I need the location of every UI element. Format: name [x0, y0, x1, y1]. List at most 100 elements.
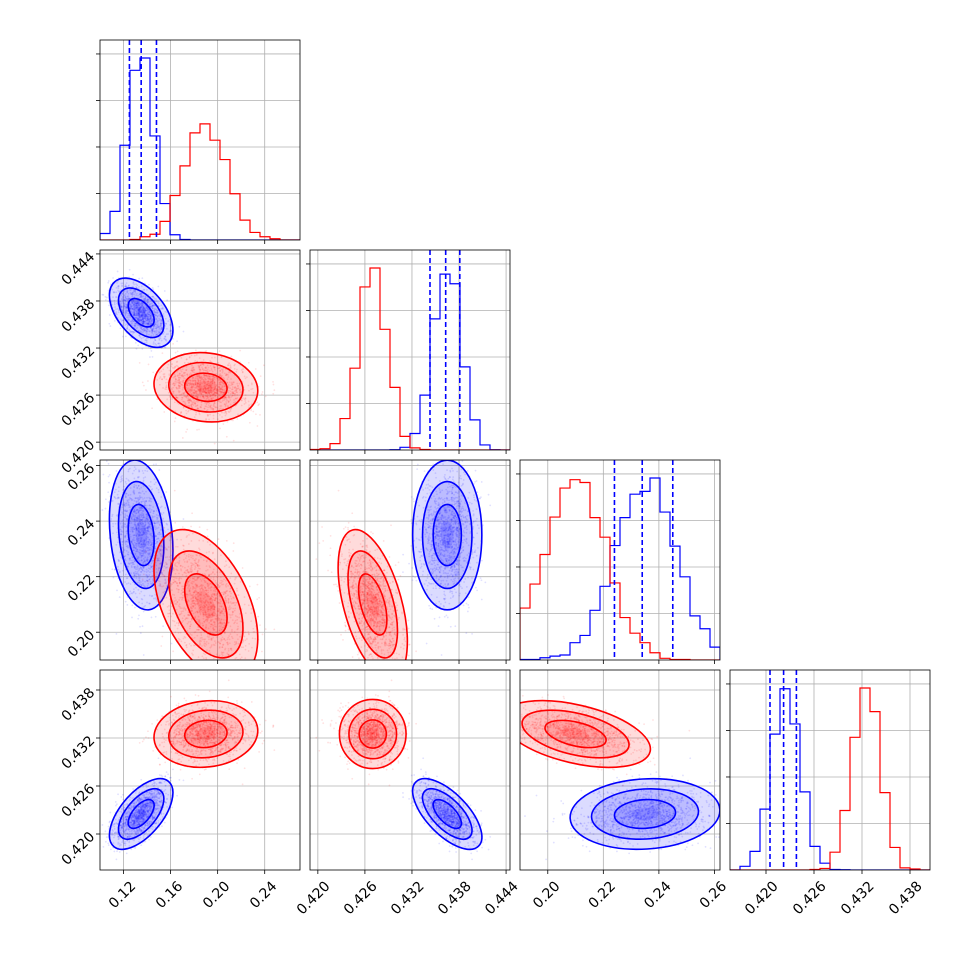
sample-point: [164, 310, 167, 313]
sample-point: [169, 330, 172, 332]
sample-point: [136, 301, 139, 304]
sample-point: [182, 406, 185, 409]
sample-point: [159, 314, 162, 317]
sample-point: [155, 314, 158, 317]
sample-point: [131, 301, 134, 304]
sample-point: [194, 405, 197, 408]
sample-point: [272, 392, 275, 395]
sample-point: [135, 302, 138, 305]
sample-point: [184, 395, 186, 397]
sample-point: [150, 331, 153, 334]
sample-point: [141, 313, 143, 316]
sample-point: [141, 322, 144, 325]
sample-point: [155, 326, 158, 329]
sample-point: [215, 392, 217, 394]
sample-point: [221, 388, 224, 391]
sample-point: [145, 389, 147, 391]
sample-point: [124, 309, 127, 312]
sample-point: [152, 463, 155, 466]
sample-point: [154, 311, 157, 314]
sample-point: [259, 375, 262, 378]
sample-point: [116, 302, 118, 305]
sample-point: [139, 318, 142, 321]
sample-point: [132, 300, 135, 302]
sample-point: [181, 393, 183, 396]
sample-point: [124, 314, 127, 317]
sample-point: [142, 288, 145, 291]
sample-point: [168, 396, 171, 398]
sample-point: [151, 315, 153, 318]
sample-point: [157, 326, 159, 329]
sample-point: [142, 330, 145, 333]
sample-point: [144, 299, 147, 302]
sample-point: [138, 320, 141, 322]
sample-point: [207, 398, 210, 401]
sample-point: [133, 312, 136, 315]
sample-point: [138, 334, 141, 337]
sample-point: [135, 294, 138, 297]
sample-point: [228, 671, 230, 673]
sample-point: [138, 314, 140, 317]
sample-point: [261, 633, 264, 636]
sample-point: [134, 302, 137, 305]
panel-2-0: 0.200.220.240.26: [65, 459, 301, 673]
sample-point: [155, 327, 158, 330]
sample-point: [140, 320, 143, 323]
sample-point: [220, 405, 223, 407]
sample-point: [205, 392, 207, 395]
sample-point: [132, 320, 135, 322]
sample-point: [149, 318, 152, 321]
sample-point: [195, 386, 198, 389]
sample-point: [154, 342, 157, 345]
sample-point: [125, 297, 128, 300]
sample-point: [141, 321, 144, 323]
sample-point: [165, 323, 167, 325]
sample-point: [144, 329, 146, 332]
sample-point: [113, 301, 116, 304]
sample-point: [224, 396, 227, 399]
sample-point: [133, 308, 135, 311]
sample-point: [116, 281, 118, 284]
sample-point: [128, 305, 131, 308]
sample-point: [208, 389, 211, 392]
sample-point: [234, 393, 236, 396]
sample-point: [136, 292, 138, 295]
sample-point: [213, 381, 216, 384]
sample-point: [151, 328, 154, 331]
sample-point: [163, 526, 166, 529]
sample-point: [221, 380, 224, 383]
sample-point: [141, 306, 144, 308]
sample-point: [213, 442, 216, 445]
sample-point: [124, 301, 127, 304]
sample-point: [189, 379, 192, 382]
sample-point: [199, 387, 202, 390]
sample-point: [135, 304, 138, 307]
sample-point: [211, 386, 214, 389]
sample-point: [150, 317, 153, 320]
sample-point: [143, 311, 146, 314]
sample-point: [214, 388, 217, 391]
sample-point: [160, 324, 162, 327]
sample-point: [133, 313, 136, 316]
sample-point: [234, 389, 237, 392]
sample-point: [167, 333, 169, 335]
sample-point: [134, 305, 137, 308]
sample-point: [173, 489, 176, 492]
sample-point: [244, 377, 247, 380]
sample-point: [142, 319, 145, 322]
sample-point: [132, 313, 135, 316]
sample-point: [168, 374, 171, 377]
sample-point: [134, 323, 136, 326]
sample-point: [227, 405, 230, 408]
sample-point: [206, 392, 209, 395]
sample-point: [123, 305, 126, 307]
sample-point: [141, 322, 144, 324]
sample-point: [197, 378, 200, 380]
sample-point: [207, 392, 210, 394]
sample-point: [133, 311, 136, 314]
sample-point: [118, 596, 121, 599]
sample-point: [188, 382, 190, 385]
sample-point: [146, 317, 149, 320]
sample-point: [135, 314, 138, 317]
sample-point: [156, 319, 159, 322]
